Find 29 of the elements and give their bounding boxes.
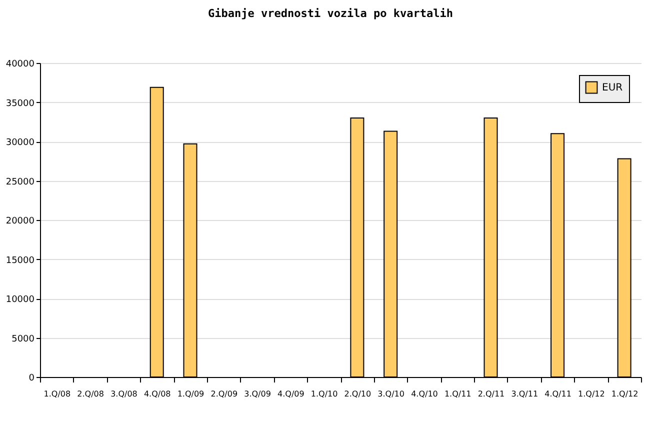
y-tick-label: 5000: [12, 334, 35, 344]
y-tick-label: 20000: [6, 216, 35, 226]
x-tick-label: 1.Q/10: [310, 390, 338, 398]
x-tick-label: 1.Q/11: [444, 390, 472, 398]
y-tick-label: 30000: [6, 138, 35, 148]
y-tick-label: 35000: [6, 98, 35, 109]
y-tick-label: 0: [28, 374, 35, 384]
x-tick-label: 1.Q/08: [44, 390, 71, 398]
y-tick-label: 25000: [6, 177, 35, 188]
x-tick-label: 4.Q/08: [144, 390, 171, 398]
x-tick-label: 1.Q/12: [611, 390, 638, 398]
x-tick-label: 3.Q/10: [378, 390, 404, 398]
y-tick-label: 15000: [6, 256, 35, 266]
x-tick-label: 3.Q/08: [110, 390, 138, 398]
x-tick-label: 1.Q/12: [578, 390, 605, 398]
x-tick-label: 2.Q/09: [210, 390, 238, 398]
x-tick-label: 4.Q/11: [544, 390, 572, 398]
x-tick-label: 2.Q/08: [77, 390, 104, 398]
y-tick-label: 10000: [6, 295, 35, 305]
x-tick-label: 2.Q/11: [478, 390, 505, 398]
x-tick-label: 4.Q/10: [411, 390, 438, 398]
x-tick-label: 3.Q/11: [511, 390, 538, 398]
y-tick-label: 40000: [6, 60, 35, 70]
chart-title: Gibanje vrednosti vozila po kvartalih: [208, 7, 454, 20]
x-tick-label: 2.Q/10: [344, 390, 372, 398]
x-tick-label: 3.Q/09: [244, 390, 271, 398]
x-tick-label: 1.Q/09: [177, 390, 204, 398]
x-tick-label: 4.Q/09: [278, 390, 304, 398]
legend-label: EUR: [602, 82, 623, 94]
